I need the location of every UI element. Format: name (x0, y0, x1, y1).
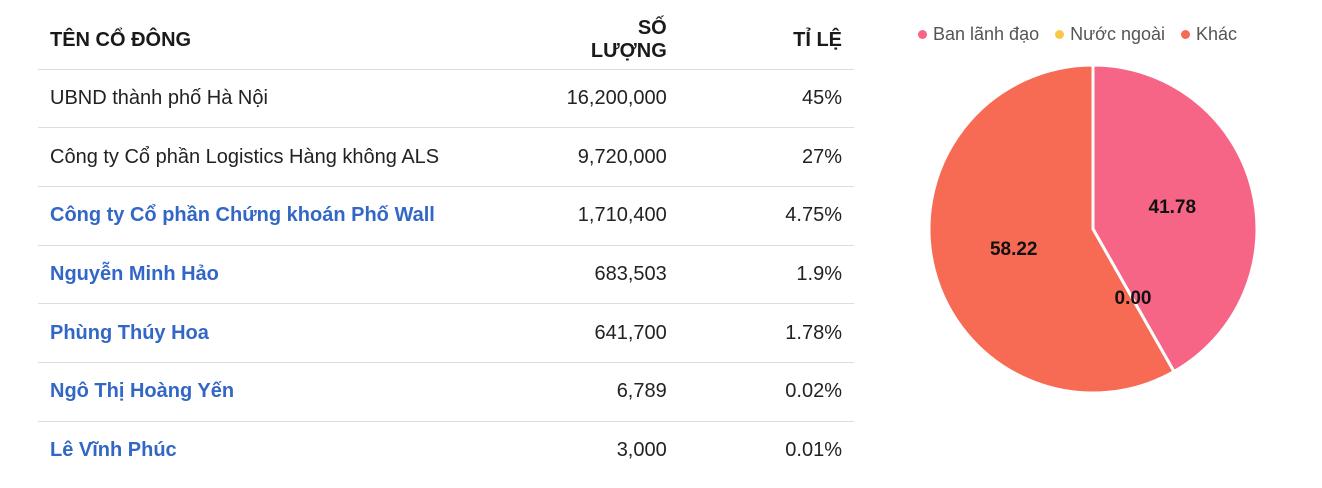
shareholder-quantity: 3,000 (616, 439, 667, 462)
table-row: UBND thành phố Hà Nội 16,200,000 45% (38, 69, 854, 129)
pie-svg: 41.78 0.00 58.22 (927, 63, 1259, 395)
shareholder-ratio: 27% (678, 127, 854, 187)
shareholder-table: TÊN CỔ ĐÔNG SỐ LƯỢNG TỈ LỆ UBND thành ph… (38, 12, 854, 480)
data-label-other: 58.22 (990, 239, 1038, 260)
table-row: Ngô Thị Hoàng Yến 6,789 0.02% (38, 362, 854, 422)
ownership-pie-chart: Ban lãnh đạo Nước ngoài Khác 41.78 0.00 58… (900, 10, 1300, 480)
shareholder-quantity: 6,789 (554, 362, 679, 422)
shareholder-ratio: 1.78% (678, 303, 854, 363)
legend-item-foreign[interactable]: Nước ngoài (1055, 24, 1165, 45)
shareholder-name: Công ty Cổ phần Logistics Hàng không ALS (38, 127, 555, 187)
shareholder-name-link[interactable]: Nguyễn Minh Hảo (38, 245, 555, 305)
legend-label-foreign: Nước ngoài (1070, 24, 1165, 44)
legend-dot-board (918, 30, 927, 39)
legend-item-board[interactable]: Ban lãnh đạo (918, 24, 1039, 45)
shareholder-quantity: 641,700 (554, 303, 679, 363)
legend-label-other: Khác (1196, 24, 1238, 44)
chart-legend: Ban lãnh đạo Nước ngoài Khác (918, 24, 1237, 45)
shareholder-ratio: 0.02% (678, 362, 854, 422)
table-row: Lê Vĩnh Phúc 3,000 0.01% (38, 421, 854, 480)
table-row: Công ty Cổ phần Chứng khoán Phố Wall 1,7… (38, 186, 854, 246)
legend-label-board: Ban lãnh đạo (933, 24, 1040, 44)
shareholder-name-link[interactable]: Ngô Thị Hoàng Yến (38, 362, 555, 422)
shareholder-quantity: 16,200,000 (554, 69, 679, 129)
shareholder-ratio: 1.9% (678, 245, 854, 305)
shareholder-quantity: 1,710,400 (554, 186, 679, 246)
slice-other[interactable] (927, 63, 1176, 395)
header-ratio: TỈ LỆ (678, 12, 854, 70)
table-row: Công ty Cổ phần Logistics Hàng không ALS… (38, 127, 854, 187)
shareholder-ratio: 0.01% (785, 439, 842, 462)
table-row: Nguyễn Minh Hảo 683,503 1.9% (38, 245, 854, 305)
legend-dot-other (1181, 30, 1190, 39)
shareholder-quantity: 9,720,000 (554, 127, 679, 187)
data-label-foreign: 0.00 (1115, 288, 1152, 309)
table-header-row: TÊN CỔ ĐÔNG SỐ LƯỢNG TỈ LỆ (38, 12, 854, 70)
legend-item-other[interactable]: Khác (1181, 24, 1237, 45)
shareholder-quantity: 683,503 (554, 245, 679, 305)
slice-board[interactable] (1091, 63, 1259, 374)
shareholder-name-link[interactable]: Lê Vĩnh Phúc (50, 439, 177, 462)
shareholder-ratio: 45% (678, 69, 854, 129)
shareholder-ratio: 4.75% (678, 186, 854, 246)
legend-dot-foreign (1055, 30, 1065, 39)
shareholder-name-link[interactable]: Phùng Thúy Hoa (38, 303, 555, 363)
table-row: Phùng Thúy Hoa 641,700 1.78% (38, 303, 854, 363)
data-label-board: 41.78 (1149, 197, 1197, 218)
shareholder-name: UBND thành phố Hà Nội (38, 69, 555, 129)
header-shareholder-name: TÊN CỔ ĐÔNG (38, 12, 555, 70)
shareholder-name-link[interactable]: Công ty Cổ phần Chứng khoán Phố Wall (38, 186, 555, 246)
shareholder-table-container: TÊN CỔ ĐÔNG SỐ LƯỢNG TỈ LỆ UBND thành ph… (38, 12, 854, 480)
header-quantity: SỐ LƯỢNG (554, 12, 679, 70)
